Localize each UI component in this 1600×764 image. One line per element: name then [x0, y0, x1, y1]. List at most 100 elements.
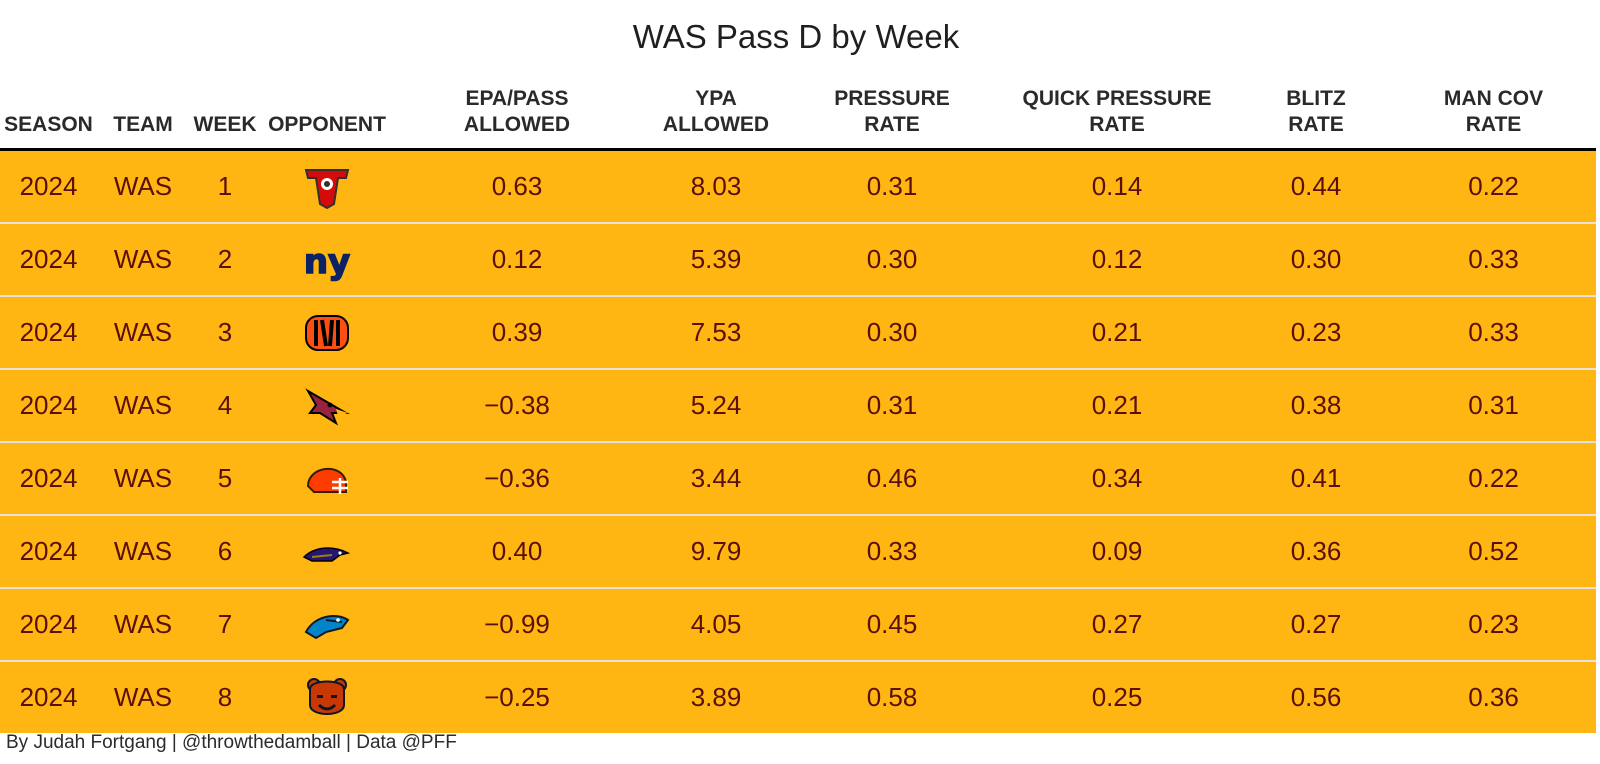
quick-pressure-rate-cell: 0.34 [993, 441, 1241, 515]
table-row: 2024 WAS 5 −0.36 3.44 0.46 0.34 0.41 0.22 [0, 441, 1596, 515]
table-row: 2024 WAS 2 0.12 5.39 0.30 0.12 0.30 0.33 [0, 222, 1596, 296]
week-cell: 5 [189, 441, 261, 515]
team-cell: WAS [97, 587, 189, 661]
table-row: 2024 WAS 3 0.39 7.53 0.30 0.21 0.23 0.33 [0, 295, 1596, 369]
ypa-allowed-cell: 4.05 [641, 587, 791, 661]
column-header-line1: MAN COV [1443, 87, 1544, 110]
column-header-line2: RATE [1288, 113, 1344, 136]
man-cov-rate-cell: 0.23 [1391, 587, 1596, 661]
epa-pass-allowed-cell: 0.40 [393, 514, 641, 588]
column-header-season: SEASON [0, 70, 97, 151]
team-cell: WAS [97, 660, 189, 733]
column-header-team: TEAM [97, 70, 189, 151]
ravens-logo-icon [302, 529, 352, 575]
week-cell: 2 [189, 222, 261, 296]
footer-credit: By Judah Fortgang | @throwthedamball | D… [6, 732, 457, 753]
browns-logo-icon [302, 456, 352, 502]
pressure-rate-cell: 0.46 [791, 441, 993, 515]
pressure-rate-cell: 0.58 [791, 660, 993, 733]
cardinals-logo-icon [302, 383, 352, 429]
season-cell: 2024 [0, 295, 97, 369]
team-cell: WAS [97, 222, 189, 296]
season-cell: 2024 [0, 587, 97, 661]
pass-defense-table: SEASON TEAM WEEK OPPONENT EPA/PASS ALLOWED YPA… [0, 70, 1596, 733]
week-cell: 8 [189, 660, 261, 733]
opponent-cell [261, 441, 393, 515]
man-cov-rate-cell: 0.31 [1391, 368, 1596, 442]
quick-pressure-rate-cell: 0.21 [993, 368, 1241, 442]
team-cell: WAS [97, 149, 189, 223]
table-row: 2024 WAS 4 −0.38 5.24 0.31 0.21 0.38 0.31 [0, 368, 1596, 442]
pressure-rate-cell: 0.33 [791, 514, 993, 588]
opponent-cell [261, 514, 393, 588]
man-cov-rate-cell: 0.22 [1391, 149, 1596, 223]
ypa-allowed-cell: 8.03 [641, 149, 791, 223]
epa-pass-allowed-cell: −0.25 [393, 660, 641, 733]
man-cov-rate-cell: 0.36 [1391, 660, 1596, 733]
season-cell: 2024 [0, 222, 97, 296]
man-cov-rate-cell: 0.22 [1391, 441, 1596, 515]
week-cell: 1 [189, 149, 261, 223]
bengals-logo-icon [302, 310, 352, 356]
column-header-line1: PRESSURE [834, 87, 950, 110]
table-row: 2024 WAS 1 0.63 8.03 0.31 0.14 0.44 0.22 [0, 149, 1596, 223]
column-header-line1: QUICK PRESSURE [1022, 87, 1212, 110]
opponent-cell [261, 222, 393, 296]
blitz-rate-cell: 0.36 [1241, 514, 1391, 588]
column-header-line2: RATE [1465, 113, 1522, 136]
panthers-logo-icon [302, 602, 352, 648]
season-cell: 2024 [0, 441, 97, 515]
man-cov-rate-cell: 0.33 [1391, 295, 1596, 369]
table-row: 2024 WAS 6 0.40 9.79 0.33 0.09 0.36 0.52 [0, 514, 1596, 588]
table-row: 2024 WAS 8 −0.25 3.89 0.58 0.25 0.56 0.36 [0, 660, 1596, 733]
team-cell: WAS [97, 441, 189, 515]
column-header-line2: RATE [864, 113, 920, 136]
opponent-cell [261, 368, 393, 442]
team-cell: WAS [97, 368, 189, 442]
opponent-cell [261, 295, 393, 369]
column-header-line2: SEASON [4, 113, 93, 136]
week-cell: 3 [189, 295, 261, 369]
column-header-line2: OPPONENT [268, 113, 386, 136]
column-header-line1: EPA/PASS [465, 87, 569, 110]
ypa-allowed-cell: 7.53 [641, 295, 791, 369]
week-cell: 4 [189, 368, 261, 442]
column-header-man-cov-rate: MAN COV RATE [1391, 70, 1596, 151]
opponent-cell [261, 587, 393, 661]
quick-pressure-rate-cell: 0.27 [993, 587, 1241, 661]
opponent-cell [261, 660, 393, 733]
blitz-rate-cell: 0.27 [1241, 587, 1391, 661]
column-header-line2: ALLOWED [463, 113, 571, 136]
ypa-allowed-cell: 5.24 [641, 368, 791, 442]
team-cell: WAS [97, 295, 189, 369]
blitz-rate-cell: 0.56 [1241, 660, 1391, 733]
season-cell: 2024 [0, 514, 97, 588]
buccaneers-logo-icon [302, 164, 352, 210]
epa-pass-allowed-cell: −0.38 [393, 368, 641, 442]
blitz-rate-cell: 0.41 [1241, 441, 1391, 515]
column-header-quick-pressure-rate: QUICK PRESSURE RATE [993, 70, 1241, 151]
table-row: 2024 WAS 7 −0.99 4.05 0.45 0.27 0.27 0.23 [0, 587, 1596, 661]
quick-pressure-rate-cell: 0.09 [993, 514, 1241, 588]
epa-pass-allowed-cell: 0.63 [393, 149, 641, 223]
blitz-rate-cell: 0.44 [1241, 149, 1391, 223]
man-cov-rate-cell: 0.52 [1391, 514, 1596, 588]
blitz-rate-cell: 0.23 [1241, 295, 1391, 369]
column-header-line2: WEEK [193, 113, 257, 136]
table-body: 2024 WAS 1 0.63 8.03 0.31 0.14 0.44 0.22 2024 WAS 2… [0, 149, 1596, 733]
pressure-rate-cell: 0.30 [791, 295, 993, 369]
chart-title: WAS Pass D by Week [632, 18, 960, 55]
blitz-rate-cell: 0.38 [1241, 368, 1391, 442]
man-cov-rate-cell: 0.33 [1391, 222, 1596, 296]
week-cell: 6 [189, 514, 261, 588]
column-header-week: WEEK [189, 70, 261, 151]
pressure-rate-cell: 0.31 [791, 368, 993, 442]
bears-logo-icon [302, 675, 352, 721]
column-header-line1: BLITZ [1286, 87, 1346, 110]
ypa-allowed-cell: 9.79 [641, 514, 791, 588]
column-header-line2: TEAM [113, 113, 173, 136]
ypa-allowed-cell: 3.44 [641, 441, 791, 515]
column-header-blitz-rate: BLITZ RATE [1241, 70, 1391, 151]
pressure-rate-cell: 0.45 [791, 587, 993, 661]
column-header-opponent: OPPONENT [261, 70, 393, 151]
